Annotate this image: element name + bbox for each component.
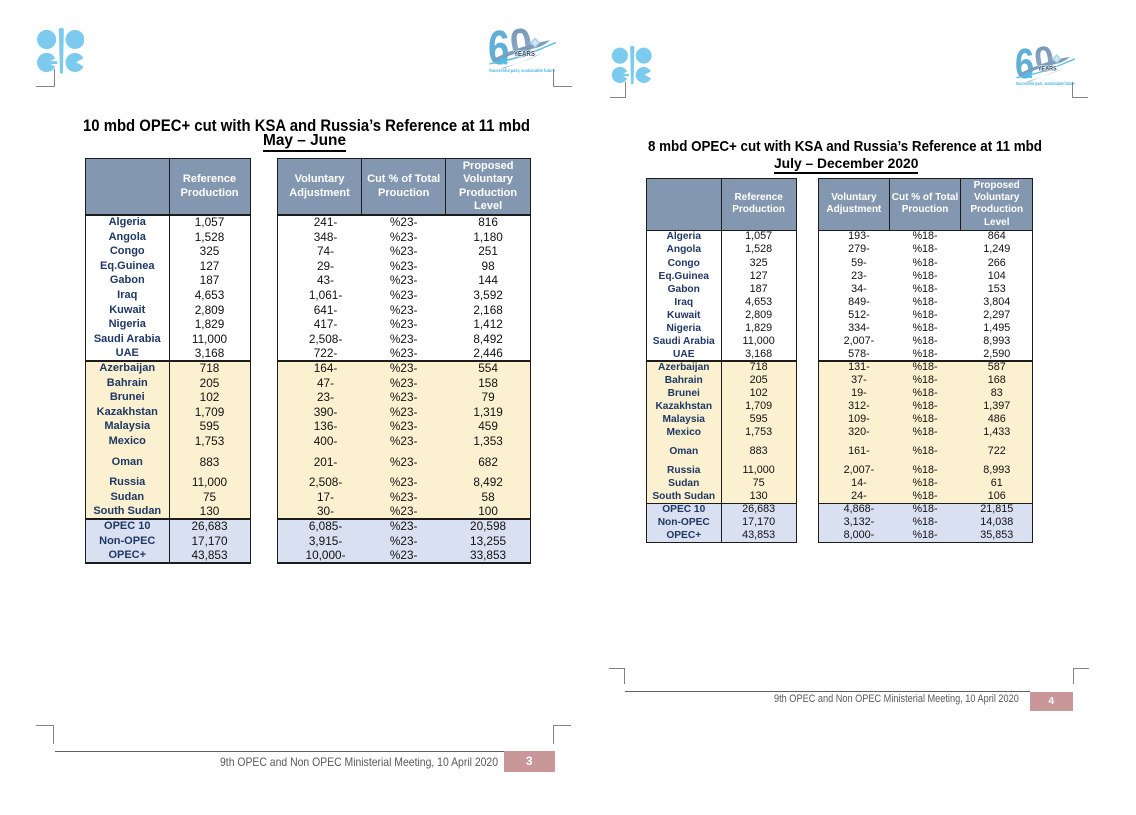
svg-text:Successful past, sustainable f: Successful past, sustainable future bbox=[489, 68, 555, 74]
svg-text:6: 6 bbox=[488, 27, 509, 74]
svg-text:Successful past, sustainable f: Successful past, sustainable future bbox=[1015, 81, 1074, 86]
svg-text:YEARS: YEARS bbox=[1037, 66, 1056, 73]
svg-text:YEARS: YEARS bbox=[514, 48, 535, 57]
